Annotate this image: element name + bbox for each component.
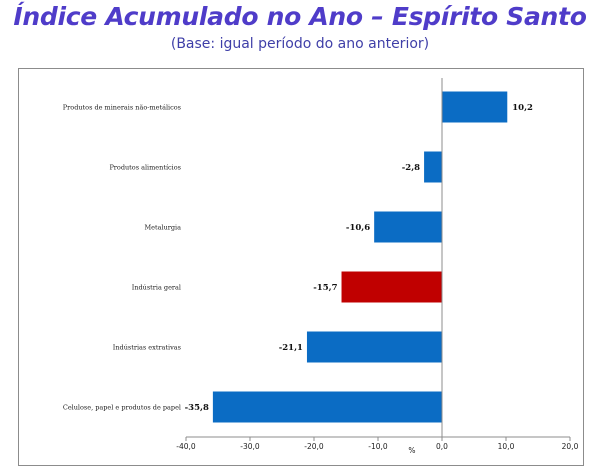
x-tick-label: -40,0 [176,442,196,451]
chart-title: Índice Acumulado no Ano – Espírito Santo [13,2,587,31]
x-tick-label: -20,0 [304,442,324,451]
chart-subtitle: (Base: igual período do ano anterior) [170,36,430,52]
x-tick-label: -10,0 [368,442,388,451]
data-label: 10,2 [512,103,533,113]
bar [341,271,442,303]
x-tick-label: 10,0 [498,442,515,451]
x-tick-label: 20,0 [562,442,579,451]
category-label: Produtos alimentícios [109,164,181,172]
bar [306,331,442,363]
x-tick-label: -30,0 [240,442,260,451]
data-label: -21,1 [279,343,303,353]
data-label: -35,8 [185,403,209,413]
bar [424,151,442,183]
category-label: Metalurgia [145,224,182,232]
data-label: -10,6 [346,223,370,233]
chart-frame [18,68,584,466]
data-label: -2,8 [402,163,420,173]
category-label: Indústrias extrativas [113,344,181,352]
category-label: Indústria geral [132,284,181,292]
bar [442,91,508,123]
bar [212,391,442,423]
data-label: -15,7 [313,283,337,293]
bar [374,211,442,243]
category-label: Produtos de minerais não-metálicos [63,104,181,112]
x-axis-label: % [408,446,415,455]
x-tick-label: 0,0 [436,442,448,451]
category-label: Celulose, papel e produtos de papel [63,404,181,412]
